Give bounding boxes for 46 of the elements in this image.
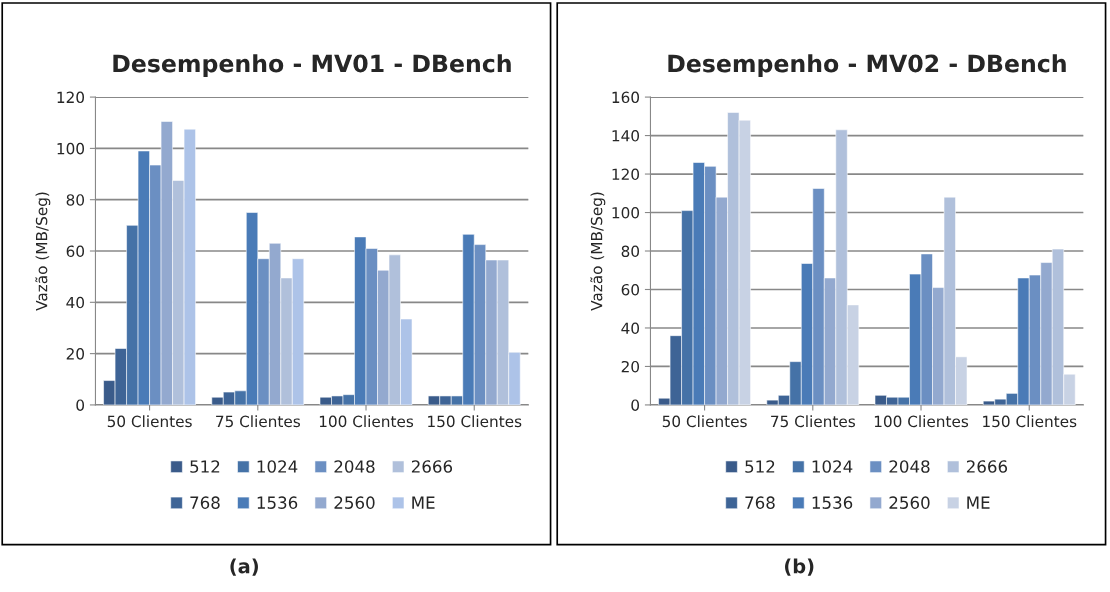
y-tick-label: 40 <box>621 322 640 334</box>
legend-label: ME <box>412 496 435 509</box>
x-tick-label: 75 Clientes <box>771 415 855 428</box>
legend-label: ME <box>967 496 990 509</box>
y-tick-label: 100 <box>612 206 640 219</box>
legend-label: 1536 <box>812 496 853 509</box>
legend-label: 2666 <box>966 460 1008 473</box>
y-tick-label: 120 <box>612 168 640 181</box>
y-tick-label: 20 <box>621 360 640 373</box>
x-tick-label: 100 Clientes <box>874 415 969 428</box>
x-tick-label: 100 Clientes <box>319 415 414 428</box>
x-tick-label: 50 Clientes <box>662 415 747 428</box>
legend-label: 512 <box>745 460 775 473</box>
chart-title: Desempenho - MV01 - DBench <box>113 54 511 77</box>
y-axis-title: Vazão (MB/Seg) <box>590 192 606 311</box>
y-tick-label: 140 <box>612 130 640 142</box>
y-tick-label: 20 <box>66 348 85 360</box>
y-tick-label: 100 <box>57 142 85 155</box>
x-tick-label: 50 Clientes <box>107 415 192 428</box>
legend-label: 2560 <box>889 496 930 509</box>
y-tick-label: 60 <box>621 283 640 296</box>
text: (b) <box>785 558 814 576</box>
y-tick-label: 160 <box>612 91 640 104</box>
legend-label: 2048 <box>889 460 930 473</box>
chart-title: Desempenho - MV02 - DBench <box>668 54 1066 77</box>
legend-label: 1024 <box>257 460 298 473</box>
text: (a) <box>230 558 258 576</box>
y-tick-label: 80 <box>621 245 640 258</box>
legend-label: 2666 <box>411 460 453 473</box>
y-tick-label: 120 <box>57 91 85 104</box>
legend-label: 2560 <box>334 496 375 509</box>
x-tick-label: 150 Clientes <box>428 415 522 428</box>
x-tick-label: 75 Clientes <box>216 415 300 428</box>
y-tick-label: 80 <box>66 194 85 206</box>
y-axis-title: Vazão (MB/Seg) <box>35 192 51 311</box>
legend-label: 768 <box>190 496 220 509</box>
y-tick-label: 60 <box>66 245 85 258</box>
y-tick-label: 0 <box>76 399 85 411</box>
legend-label: 768 <box>745 496 775 509</box>
x-tick-label: 150 Clientes <box>983 415 1077 428</box>
legend-label: 512 <box>190 460 220 473</box>
legend-label: 2048 <box>334 460 375 473</box>
legend-label: 1024 <box>812 460 853 473</box>
y-tick-label: 0 <box>631 399 640 411</box>
y-tick-label: 40 <box>66 296 85 309</box>
legend-label: 1536 <box>257 496 298 509</box>
